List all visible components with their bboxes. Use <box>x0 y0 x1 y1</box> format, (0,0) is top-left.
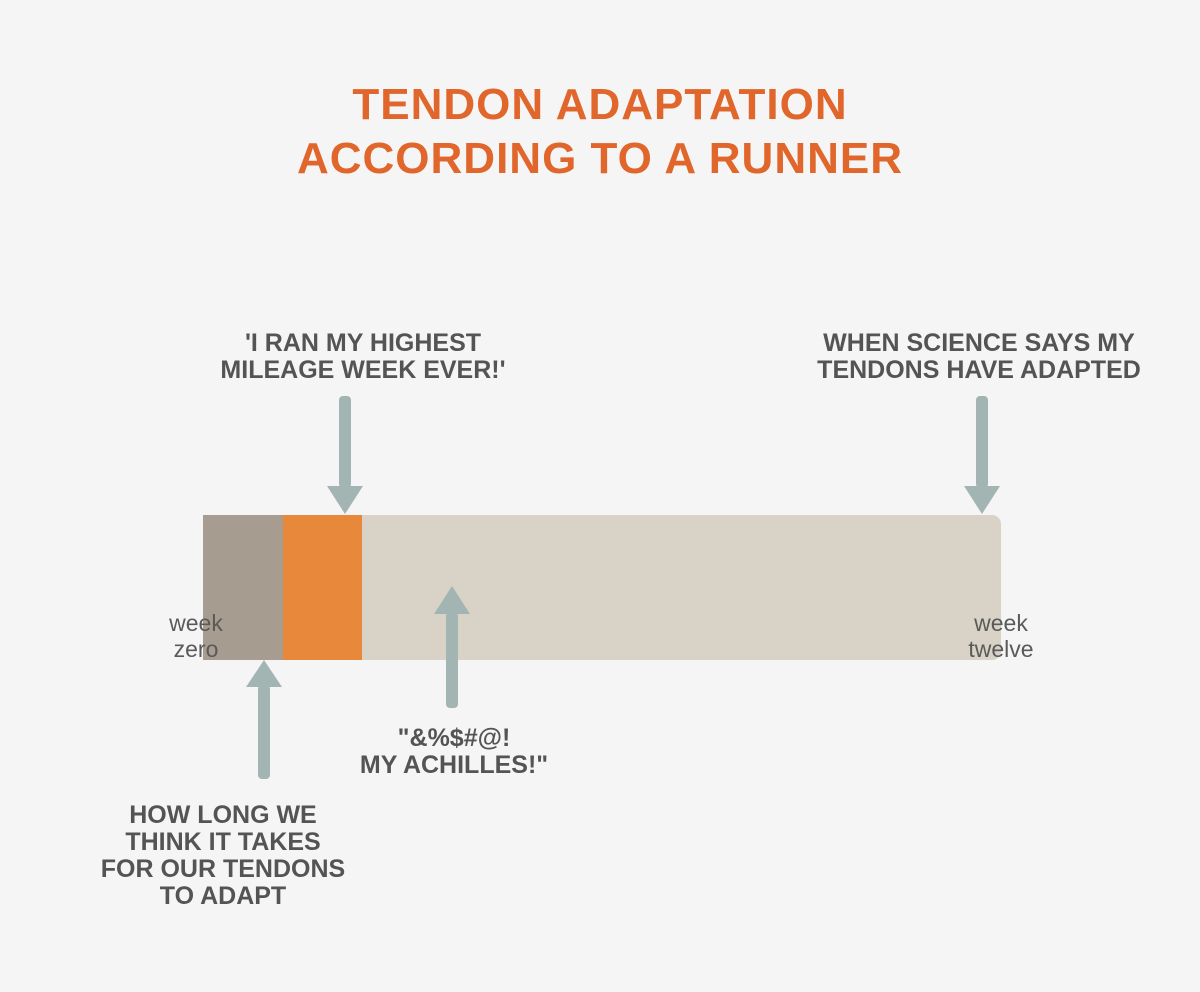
arrow-down-science <box>964 396 1000 514</box>
arrow-up-how-long <box>246 660 282 779</box>
annotation-how-long-line-4: TO ADAPT <box>159 882 287 910</box>
annotation-achilles-line-2: MY ACHILLES!" <box>359 751 549 779</box>
annotation-how-long-line-2: THINK IT TAKES <box>125 828 321 856</box>
annotation-how-long-line-1: HOW LONG WE <box>129 801 317 829</box>
week-zero-line-1: week <box>169 610 223 636</box>
week-twelve-line-2: twelve <box>968 636 1034 662</box>
annotation-achilles: "&%$#@! MY ACHILLES!" <box>318 725 590 779</box>
annotation-science: WHEN SCIENCE SAYS MY TENDONS HAVE ADAPTE… <box>774 330 1184 384</box>
annotation-highest-mileage: 'I RAN MY HIGHEST MILEAGE WEEK EVER!' <box>205 330 521 384</box>
injury-segment <box>283 515 362 660</box>
week-twelve-line-1: week <box>974 610 1028 636</box>
annotation-achilles-line-1: "&%$#@! <box>397 724 511 752</box>
week-twelve-label: week twelve <box>948 610 1054 662</box>
annotation-how-long-line-3: FOR OUR TENDONS <box>100 855 346 883</box>
arrow-down-highest-mileage <box>327 396 363 514</box>
week-zero-label: week zero <box>150 610 242 662</box>
annotation-how-long: HOW LONG WE THINK IT TAKES FOR OUR TENDO… <box>78 802 368 910</box>
title-line-1: TENDON ADAPTATION <box>352 80 848 129</box>
perceived-adaptation-segment <box>203 515 283 660</box>
annotation-highest-mileage-line-1: 'I RAN MY HIGHEST <box>244 329 482 357</box>
week-zero-line-2: zero <box>173 636 219 662</box>
arrow-up-achilles <box>434 586 470 708</box>
annotation-science-line-2: TENDONS HAVE ADAPTED <box>817 356 1141 384</box>
timeline-bar <box>203 515 1001 660</box>
title-line-2: ACCORDING TO A RUNNER <box>296 134 904 183</box>
annotation-science-line-1: WHEN SCIENCE SAYS MY <box>823 329 1135 357</box>
annotation-highest-mileage-line-2: MILEAGE WEEK EVER!' <box>220 356 506 384</box>
